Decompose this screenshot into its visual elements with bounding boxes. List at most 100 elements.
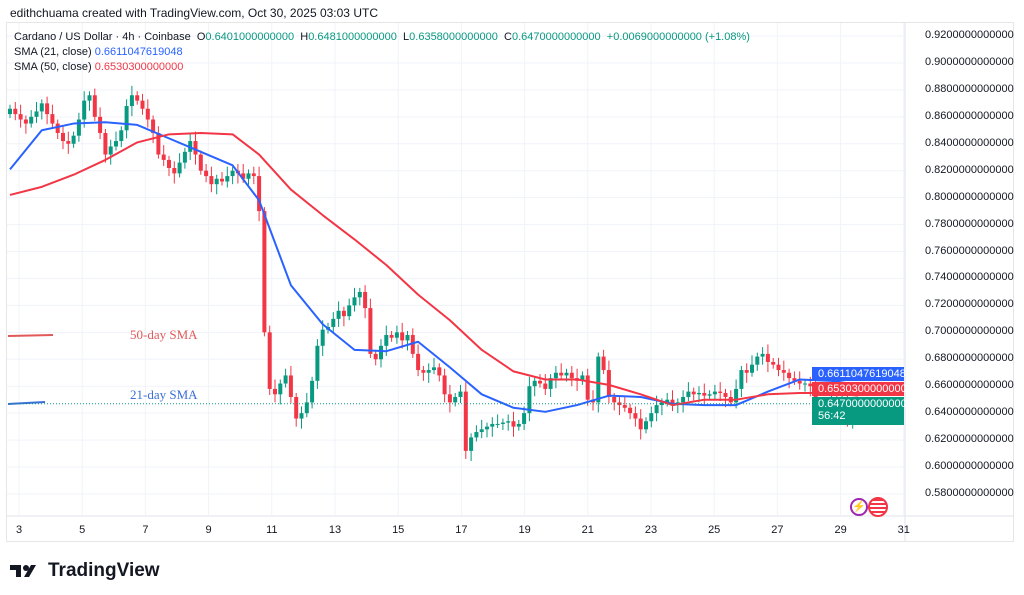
candle-body — [225, 176, 230, 182]
candle-body — [553, 372, 558, 379]
candle-body — [500, 422, 505, 424]
candle-body — [803, 383, 807, 385]
open-label: O — [196, 31, 206, 43]
candle-body — [288, 375, 293, 397]
candle-body — [712, 391, 717, 395]
candle-body — [368, 308, 373, 354]
candle-body — [267, 332, 272, 389]
candle-body — [8, 108, 12, 115]
candle-body — [649, 413, 654, 422]
candle-body — [569, 372, 574, 379]
candle-body — [707, 394, 712, 396]
x-tick-label: 11 — [266, 524, 278, 536]
x-tick-label: 17 — [455, 524, 468, 536]
candle-countdown: 56:42 — [818, 410, 846, 422]
candle-body — [352, 297, 357, 306]
candle-body — [336, 310, 341, 319]
candle-body — [516, 423, 521, 427]
y-tick-label: 0.9200000000000 — [925, 29, 1014, 41]
candle-body — [527, 386, 532, 414]
candle-body — [193, 141, 198, 155]
open-value: 0.6401000000000 — [205, 31, 295, 43]
y-tick-label: 0.7800000000000 — [925, 217, 1014, 230]
candle-body — [750, 364, 754, 373]
candle-body — [776, 364, 781, 371]
candle-body — [686, 391, 691, 397]
y-tick-label: 0.6800000000000 — [925, 352, 1014, 365]
candle-body — [373, 353, 378, 360]
sma50-price-tag: 0.6530300000000 — [812, 382, 907, 396]
candle-body — [808, 383, 813, 387]
candle-body — [490, 423, 495, 427]
sma50-annotation-line — [7, 334, 54, 337]
candle-body — [283, 375, 288, 384]
candle-body — [278, 383, 283, 395]
x-tick-label: 27 — [771, 524, 784, 536]
candle-body — [389, 335, 394, 338]
sma50-line — [9, 131, 859, 407]
candle-body — [363, 291, 368, 309]
candle-body — [765, 353, 770, 362]
candle-body — [522, 413, 527, 424]
candle-body — [453, 396, 458, 403]
candle-body — [82, 100, 87, 120]
candle-body — [156, 132, 161, 155]
candle-body — [182, 151, 187, 163]
y-tick-label: 0.8200000000000 — [925, 163, 1014, 176]
sma50-legend[interactable]: SMA (50, close) 0.6530300000000 — [14, 60, 750, 75]
candle-body — [294, 396, 299, 419]
candle-body — [299, 413, 304, 419]
candle-body — [485, 426, 489, 430]
x-tick-label: 13 — [328, 524, 342, 536]
candle-body — [538, 380, 542, 384]
candle-body — [151, 119, 156, 133]
sma50-value: 0.6530300000000 — [94, 61, 184, 73]
low-label: L — [403, 31, 410, 43]
tradingview-logo[interactable]: TradingView — [10, 560, 160, 582]
candle-body — [103, 132, 108, 155]
y-tick-label: 0.7200000000000 — [925, 298, 1014, 311]
x-tick-label: 31 — [897, 524, 910, 536]
candle-body — [734, 388, 739, 403]
candle-body — [55, 123, 60, 133]
sma21-line — [9, 121, 859, 413]
candle-body — [723, 392, 728, 397]
close-value: 0.6470000000000 — [511, 31, 601, 43]
candle-body — [357, 291, 362, 298]
us-flag-icon[interactable] — [868, 497, 888, 517]
candle-body — [633, 413, 638, 419]
candle-body — [172, 168, 177, 174]
symbol-title[interactable]: Cardano / US Dollar · 4h · Coinbase — [14, 31, 191, 43]
candle-body — [416, 353, 421, 371]
lightning-icon[interactable]: ⚡ — [850, 498, 868, 516]
candle-body — [304, 402, 309, 414]
annotation-50-day-sma: 50-day SMA — [130, 327, 198, 342]
candle-body — [114, 141, 118, 147]
candle-body — [760, 353, 765, 357]
candle-body — [771, 361, 776, 365]
candle-body — [310, 380, 315, 403]
candle-body — [410, 335, 415, 354]
candle-body — [670, 399, 675, 406]
candle-body — [18, 114, 23, 120]
candle-body — [787, 372, 792, 379]
candle-body — [405, 335, 410, 341]
candle-body — [400, 332, 405, 341]
candle-body — [167, 159, 171, 169]
candle-body — [273, 388, 277, 395]
candle-body — [140, 100, 145, 109]
candle-body — [691, 391, 696, 395]
candle-body — [119, 130, 124, 142]
candle-body — [45, 103, 50, 115]
sma21-legend[interactable]: SMA (21, close) 0.6611047619048 — [14, 45, 750, 60]
candle-body — [251, 173, 256, 177]
y-tick-label: 0.6000000000000 — [925, 460, 1014, 473]
y-tick-label: 0.8600000000000 — [925, 109, 1014, 122]
x-tick-label: 29 — [834, 524, 847, 536]
candle-body — [697, 392, 701, 395]
candle-body — [71, 135, 76, 144]
candle-body — [681, 396, 686, 403]
x-tick-label: 19 — [518, 524, 531, 536]
last-price-tag: 0.6470000000000 56:42 — [812, 397, 907, 425]
sma21-price-tag: 0.6611047619048 — [812, 367, 906, 381]
